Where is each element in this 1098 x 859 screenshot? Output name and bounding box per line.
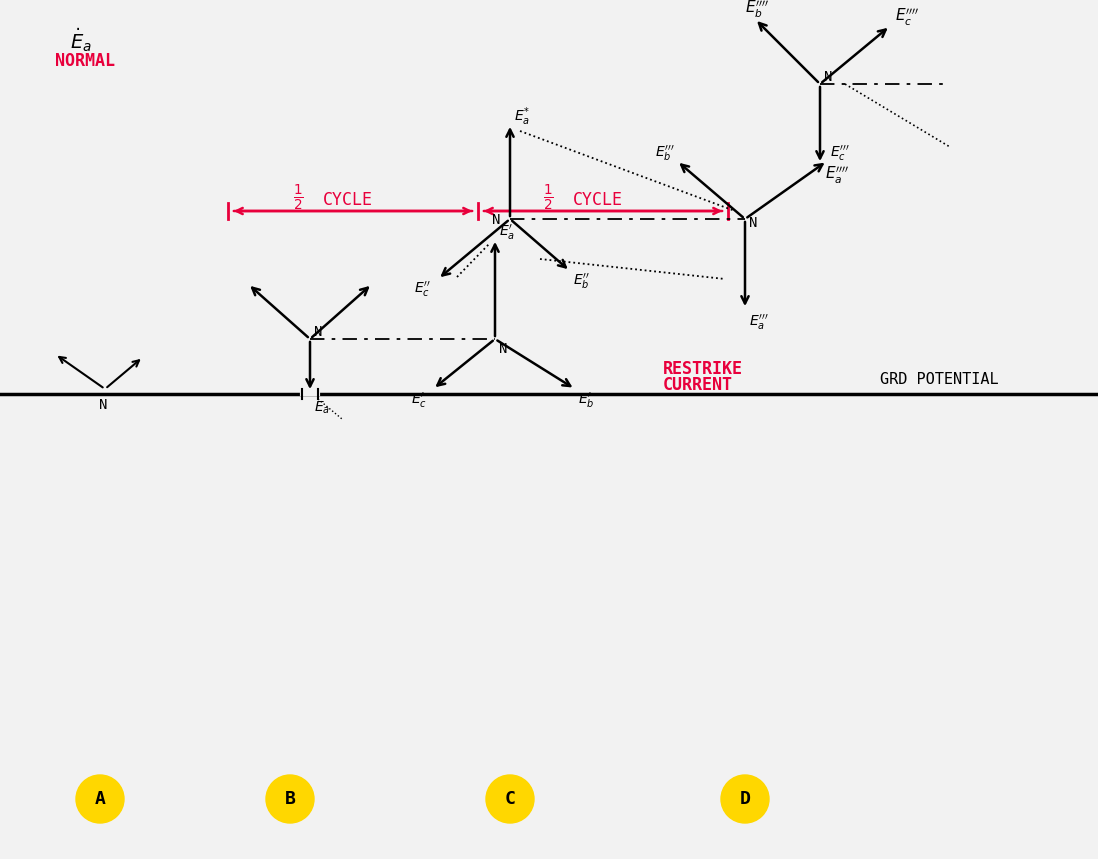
Text: B: B <box>284 790 295 808</box>
Text: $E_a'''$: $E_a'''$ <box>749 313 769 332</box>
Text: $E_b'''$: $E_b'''$ <box>656 143 674 163</box>
Circle shape <box>266 775 314 823</box>
Text: N: N <box>824 70 832 84</box>
Text: RESTRIKE: RESTRIKE <box>663 360 743 378</box>
Text: D: D <box>740 790 750 808</box>
Text: $E_a'$: $E_a'$ <box>498 222 515 242</box>
Text: $E_c^{\prime\prime\prime\prime}$: $E_c^{\prime\prime\prime\prime}$ <box>895 6 919 27</box>
Text: $E_b'$: $E_b'$ <box>578 391 594 410</box>
Text: N: N <box>99 398 108 412</box>
Text: $E_c'''$: $E_c'''$ <box>830 143 850 163</box>
Text: $E_a$: $E_a$ <box>314 400 330 417</box>
Text: CURRENT: CURRENT <box>663 376 733 394</box>
Text: CYCLE: CYCLE <box>573 191 623 209</box>
Text: C: C <box>505 790 515 808</box>
Circle shape <box>721 775 769 823</box>
Text: GRD POTENTIAL: GRD POTENTIAL <box>879 372 998 387</box>
Circle shape <box>76 775 124 823</box>
Text: NORMAL: NORMAL <box>55 52 115 70</box>
Text: $E_a^{*}$: $E_a^{*}$ <box>514 106 530 128</box>
Text: $E_c'$: $E_c'$ <box>411 391 427 410</box>
Text: N: N <box>314 325 323 339</box>
Text: CYCLE: CYCLE <box>323 191 373 209</box>
Text: $E_a^{\prime\prime\prime\prime}$: $E_a^{\prime\prime\prime\prime}$ <box>825 164 850 186</box>
Text: $E_b''$: $E_b''$ <box>573 271 590 291</box>
Text: N: N <box>749 216 758 230</box>
Text: $E_c''$: $E_c''$ <box>414 280 430 299</box>
Text: N: N <box>498 342 507 356</box>
Circle shape <box>486 775 534 823</box>
Text: N: N <box>492 213 501 227</box>
Text: $\frac{1}{2}$: $\frac{1}{2}$ <box>544 183 553 213</box>
Text: $\dot{E}_a$: $\dot{E}_a$ <box>70 27 92 54</box>
Text: A: A <box>94 790 105 808</box>
Text: $E_b^{\prime\prime\prime\prime}$: $E_b^{\prime\prime\prime\prime}$ <box>746 0 770 21</box>
Text: $\frac{1}{2}$: $\frac{1}{2}$ <box>293 183 304 213</box>
